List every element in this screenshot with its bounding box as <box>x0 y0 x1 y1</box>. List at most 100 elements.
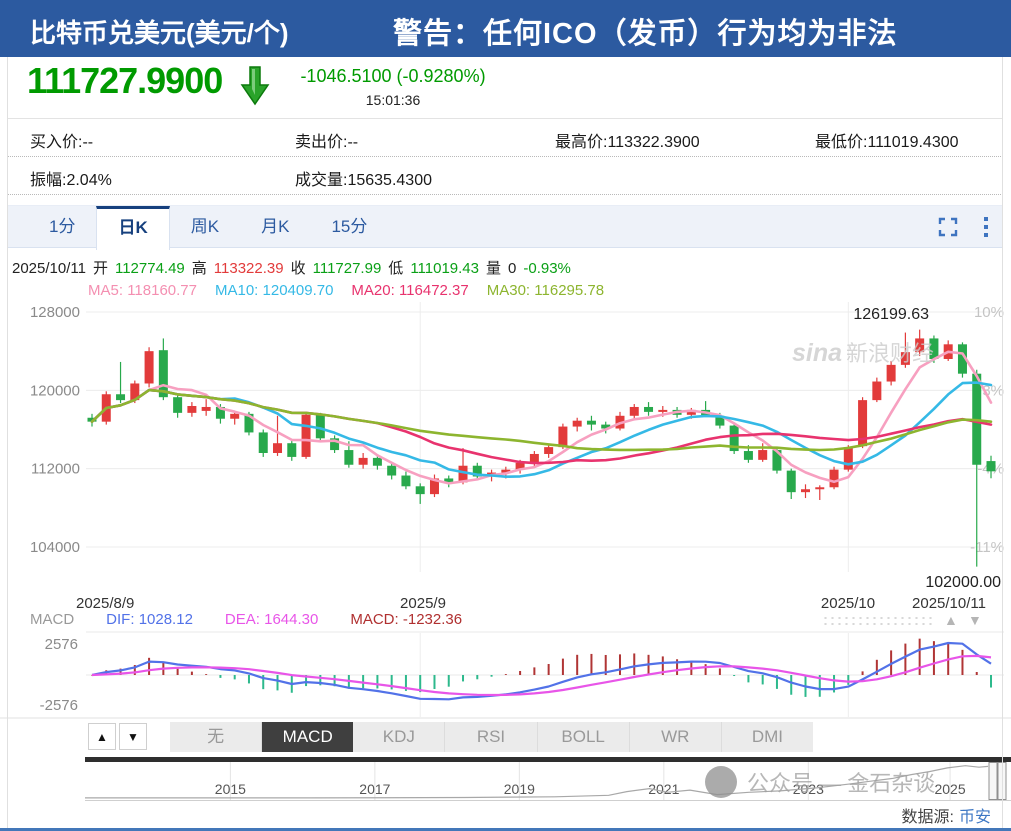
candle-body <box>372 457 382 466</box>
ma30-value: 116295.78 <box>534 282 605 299</box>
indicator-tab-none[interactable]: 无 <box>170 722 263 752</box>
candle-body <box>586 420 596 425</box>
candle-body <box>786 470 796 493</box>
pane-resize-handle[interactable] <box>822 615 936 629</box>
y-axis-price-label: 120000 <box>30 382 80 399</box>
sina-logo-text: sina <box>792 339 843 367</box>
macd-histogram-bar <box>247 675 250 684</box>
close-value: 111727.99 <box>312 260 382 277</box>
indicator-tab-rsi[interactable]: RSI <box>445 722 538 752</box>
change-pct: -0.93% <box>523 260 571 277</box>
macd-histogram-bar <box>262 675 265 690</box>
candle-body <box>986 461 996 472</box>
stat-volume-label: 成交量: <box>295 172 348 189</box>
macd-histogram-bar <box>462 675 465 682</box>
volume-value: 0 <box>508 260 517 277</box>
dif-label: DIF: <box>106 611 135 628</box>
ma10-line <box>90 381 993 478</box>
candle-body <box>644 406 654 412</box>
tab-15min[interactable]: 15分 <box>331 217 368 236</box>
candle-body <box>886 364 896 382</box>
candle-body <box>843 447 853 470</box>
ma20-legend: MA20: 116472.37 <box>351 282 468 299</box>
macd-histogram-bar <box>718 668 721 675</box>
macd-histogram-bar <box>633 653 636 675</box>
macd-histogram-bar <box>148 657 151 675</box>
candle-body <box>743 451 753 460</box>
nav-slider-handle[interactable] <box>988 762 998 800</box>
tab-monthly-k[interactable]: 月K <box>261 217 290 236</box>
macd-histogram-bar <box>490 675 493 677</box>
macd-histogram-bar <box>918 638 921 675</box>
macd-histogram-bar <box>504 674 507 675</box>
close-label: 收 <box>290 260 306 277</box>
candle-body <box>858 400 868 447</box>
candle-body <box>472 465 482 477</box>
open-label: 开 <box>92 260 108 277</box>
tab-1min[interactable]: 1分 <box>49 217 76 236</box>
candle-body <box>715 415 725 426</box>
ma5-label: MA5: <box>88 282 124 299</box>
low-label: 低 <box>388 260 404 277</box>
dea-value: 1644.30 <box>264 611 319 628</box>
macd-title: MACD <box>30 611 75 628</box>
candle-body <box>315 414 325 439</box>
dea-line <box>91 654 992 697</box>
macd-histogram-bar <box>305 675 308 687</box>
indicator-tab-wr[interactable]: WR <box>630 722 722 752</box>
stat-bid: 买入价:-- <box>30 128 93 152</box>
ma30-label: MA30: <box>486 282 531 299</box>
candle-body <box>429 478 439 495</box>
macd-histogram-bar <box>661 656 664 675</box>
candle-body <box>258 432 268 453</box>
ma-legend: MA5: 118160.77 MA10: 120409.70 MA20: 116… <box>88 282 604 299</box>
page-border-right <box>1002 57 1003 828</box>
candle-body <box>130 383 140 401</box>
dea-legend: DEA: 1644.30 <box>225 611 318 628</box>
macd-value-legend: MACD: -1232.36 <box>350 611 462 628</box>
candle-body <box>415 486 425 495</box>
indicator-tab-macd[interactable]: MACD <box>262 722 354 752</box>
fullscreen-icon[interactable] <box>937 216 959 243</box>
macd-histogram-bar <box>833 675 836 693</box>
macd-histogram-bar <box>376 675 379 689</box>
indicator-tab-kdj[interactable]: KDJ <box>353 722 446 752</box>
candle-body <box>815 487 825 490</box>
stats-row-2: 振幅:2.04% 成交量:15635.4300 <box>8 157 1003 195</box>
macd-histogram-bar <box>119 668 122 675</box>
y-axis-price-label: 112000 <box>31 461 80 478</box>
timeline-navigator[interactable]: 2015 2017 2019 2021 2023 2025 <box>85 757 1011 801</box>
candle-body <box>187 406 197 413</box>
period-tabs: 1分 日K 周K 月K 15分 <box>8 206 1003 250</box>
indicator-down-button[interactable]: ▼ <box>119 723 147 750</box>
indicator-up-button[interactable]: ▲ <box>88 723 116 750</box>
macd-histogram-bar <box>533 667 536 675</box>
data-source-value[interactable]: 币安 <box>958 809 991 826</box>
macd-histogram-bar <box>747 675 750 683</box>
tab-daily-k[interactable]: 日K <box>96 206 170 250</box>
sina-watermark-text: 新浪财经 <box>846 341 935 366</box>
symbol-title: 比特币兑美元(美元/个) <box>30 18 289 48</box>
open-value: 112774.49 <box>114 260 185 277</box>
ma20-label: MA20: <box>351 282 395 299</box>
tab-weekly-k[interactable]: 周K <box>190 217 220 236</box>
pane-down-arrow-icon[interactable]: ▼ <box>968 612 982 628</box>
pane-up-arrow-icon[interactable]: ▲ <box>944 612 958 628</box>
indicator-tab-boll[interactable]: BOLL <box>538 722 630 752</box>
candle-body <box>929 338 939 359</box>
gongzhonghao-watermark: 公众号 — 金石杂谈 <box>705 766 935 798</box>
macd-chart[interactable] <box>0 631 1011 719</box>
bottom-accent-bar <box>0 828 1011 831</box>
macd-histogram-bar <box>433 675 436 690</box>
macd-histogram-bar <box>790 675 793 695</box>
dea-label: DEA: <box>224 611 260 628</box>
candle-body <box>515 462 525 470</box>
stat-volume-value: 15635.4300 <box>347 172 432 189</box>
stat-low: 最低价:111019.4300 <box>815 128 959 152</box>
nav-year-label: 2021 <box>648 781 679 797</box>
kebab-menu-icon[interactable] <box>983 216 989 243</box>
dif-line <box>91 641 992 701</box>
macd-histogram-bar <box>818 675 821 697</box>
indicator-tab-dmi[interactable]: DMI <box>751 727 783 746</box>
